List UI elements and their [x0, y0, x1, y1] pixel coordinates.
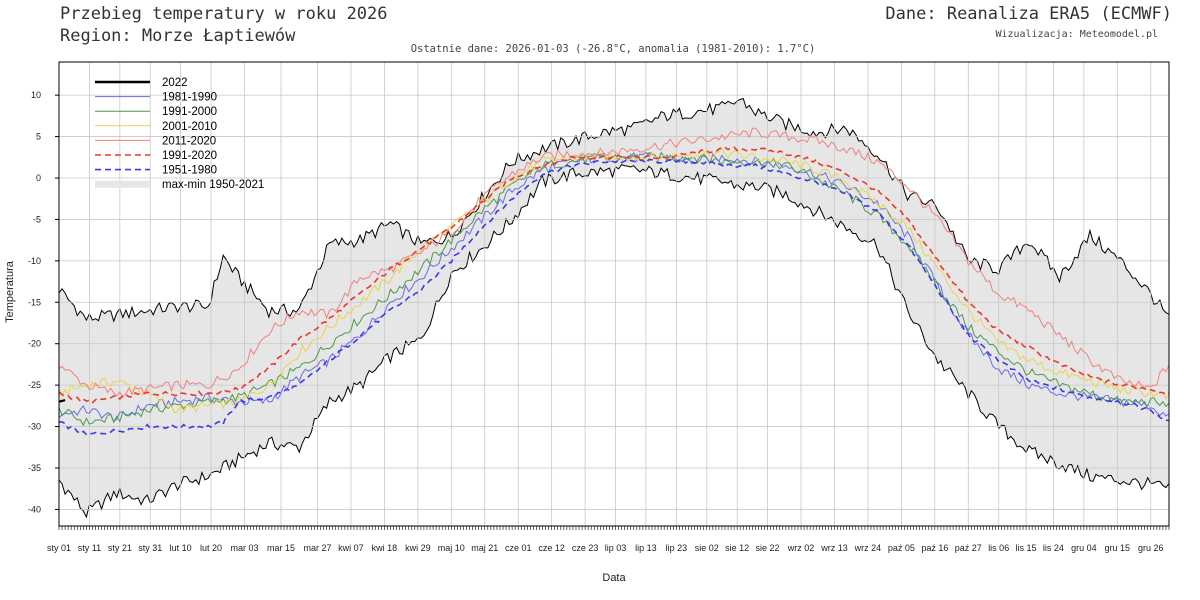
- legend-label: 1991-2020: [162, 150, 217, 162]
- band-max-line: [58, 97, 1170, 323]
- x-tick-label: mar 03: [230, 543, 258, 553]
- y-tick-label: -30: [28, 422, 41, 432]
- x-tick-label: lip 23: [666, 543, 688, 553]
- series-line-2022: [58, 398, 66, 403]
- y-tick-label: -25: [28, 380, 41, 390]
- x-tick-label: lut 10: [170, 543, 192, 553]
- x-tick-label: maj 21: [471, 543, 498, 553]
- y-tick-label: -35: [28, 463, 41, 473]
- x-tick-label: mar 27: [303, 543, 331, 553]
- series-line-2011-2020: [58, 127, 1170, 399]
- x-tick-label: kwi 18: [372, 543, 398, 553]
- legend-label: 1981-1990: [162, 92, 217, 104]
- y-tick-label: 0: [36, 173, 41, 183]
- y-tick-label: -40: [28, 504, 41, 514]
- x-tick-label: sie 22: [756, 543, 780, 553]
- x-tick-label: paź 27: [955, 543, 982, 553]
- series-line-1991-2000: [58, 151, 1170, 427]
- y-tick-label: -5: [33, 214, 41, 224]
- x-tick-label: gru 26: [1138, 543, 1164, 553]
- x-tick-label: gru 15: [1105, 543, 1131, 553]
- legend: 2022 1981-1990 1991-2000 2001-2010 2011-2020…: [95, 77, 264, 191]
- x-tick-label: sty 01: [47, 543, 71, 553]
- chart-title: Przebieg temperatury w roku 2026: [60, 4, 388, 24]
- x-tick-label: sty 21: [108, 543, 132, 553]
- series-line-2001-2010: [58, 147, 1170, 414]
- band-fill: [59, 98, 1169, 518]
- y-axis-label: Temperatura: [4, 260, 16, 323]
- x-tick-label: kwi 29: [405, 543, 431, 553]
- legend-label: max-min 1950-2021: [162, 179, 264, 191]
- grid-layer: [58, 62, 1169, 526]
- x-tick-label: sty 31: [138, 543, 162, 553]
- y-tick-label: 10: [31, 90, 41, 100]
- series-layer: [58, 127, 1170, 436]
- legend-label: 2011-2020: [162, 135, 216, 147]
- band-layer: [58, 97, 1170, 519]
- x-tick-label: paź 16: [921, 543, 948, 553]
- series-line-1991-2020: [58, 146, 1170, 404]
- chart-region: Region: Morze Łaptiewów: [60, 26, 296, 46]
- legend-label: 1951-1980: [162, 165, 217, 177]
- x-tick-label: maj 10: [438, 543, 465, 553]
- x-tick-label: cze 23: [572, 543, 599, 553]
- x-tick-label: lip 13: [635, 543, 657, 553]
- y-tick-label: -20: [28, 339, 41, 349]
- x-tick-label: paź 05: [888, 543, 915, 553]
- x-tick-label: mar 15: [267, 543, 295, 553]
- x-tick-label: sie 12: [725, 543, 749, 553]
- x-tick-label: lis 06: [988, 543, 1009, 553]
- x-tick-label: cze 12: [538, 543, 565, 553]
- visualization-credit: Wizualizacja: Meteomodel.pl: [995, 29, 1158, 40]
- y-tick-label: 5: [36, 132, 41, 142]
- x-tick-label: wrz 13: [820, 543, 848, 553]
- x-axis-label: Data: [602, 572, 626, 584]
- x-tick-label: lut 20: [200, 543, 222, 553]
- x-tick-label: kwi 07: [338, 543, 364, 553]
- series-line-1951-1980: [58, 158, 1170, 436]
- y-tick-label: -10: [28, 256, 41, 266]
- x-tick-label: wrz 24: [854, 543, 882, 553]
- x-tick-label: sie 02: [695, 543, 719, 553]
- x-tick-label: cze 01: [505, 543, 532, 553]
- legend-label: 2001-2010: [162, 121, 217, 133]
- data-source: Dane: Reanaliza ERA5 (ECMWF): [885, 4, 1172, 24]
- x-tick-label: lis 24: [1043, 543, 1064, 553]
- legend-label: 2022: [162, 77, 188, 89]
- band-min-line: [58, 164, 1170, 519]
- x-tick-label: lis 15: [1016, 543, 1037, 553]
- y-tick-label: -15: [28, 297, 41, 307]
- axes-layer: 10 5 0 -5 -10 -15 -20 -25 -30 -35 -40 sty 01 sty 11 s…: [28, 90, 1170, 553]
- x-tick-label: wrz 02: [787, 543, 815, 553]
- x-tick-label: sty 11: [78, 543, 101, 553]
- plot-frame: [58, 61, 1170, 527]
- last-data-subtitle: Ostatnie dane: 2026-01-03 (-26.8°C, anom…: [410, 43, 816, 55]
- x-tick-label: lip 03: [605, 543, 627, 553]
- legend-label: 1991-2000: [162, 106, 217, 118]
- x-tick-label: gru 04: [1071, 543, 1097, 553]
